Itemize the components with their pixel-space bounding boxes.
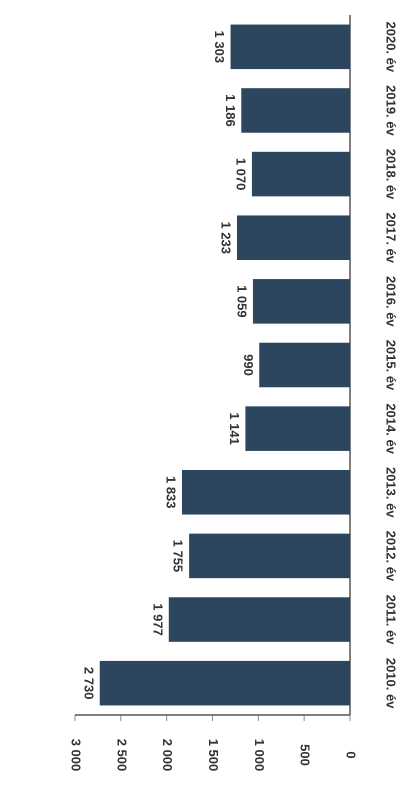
value-label: 990 <box>241 354 256 376</box>
bar <box>251 151 350 197</box>
y-tick-label: 2015. év <box>384 340 399 391</box>
value-label: 1 303 <box>212 31 227 64</box>
bar <box>252 279 350 324</box>
bar <box>189 533 350 579</box>
bar <box>168 597 350 642</box>
bar <box>236 215 350 260</box>
x-tick-label: 3 000 <box>69 739 84 772</box>
value-label: 1 059 <box>234 285 249 318</box>
y-tick-label: 2017. év <box>384 212 399 263</box>
value-label: 1 141 <box>227 412 242 445</box>
x-tick-label: 0 <box>344 751 359 758</box>
value-label: 1 755 <box>171 540 186 573</box>
y-tick-label: 2020. év <box>384 22 399 73</box>
bar <box>245 406 350 451</box>
x-tick-label: 2 500 <box>114 739 129 772</box>
x-tick-label: 1 500 <box>206 739 221 772</box>
y-tick-label: 2018. év <box>384 149 399 200</box>
y-tick-label: 2016. év <box>384 276 399 327</box>
x-tick-label: 1 000 <box>252 739 267 772</box>
y-tick-label: 2019. év <box>384 85 399 136</box>
value-label: 2 730 <box>81 667 96 700</box>
bar <box>259 342 350 388</box>
bar <box>181 470 350 515</box>
value-label: 1 977 <box>150 603 165 636</box>
x-tick-label: 500 <box>298 744 313 766</box>
value-label: 1 833 <box>164 476 179 509</box>
bar <box>241 88 350 133</box>
y-tick-label: 2013. év <box>384 467 399 518</box>
x-tick-label: 2 000 <box>160 739 175 772</box>
bar <box>99 660 350 706</box>
y-tick-label: 2012. év <box>384 531 399 582</box>
y-tick-label: 2010. év <box>384 658 399 709</box>
y-tick-label: 2014. év <box>384 403 399 454</box>
value-label: 1 233 <box>219 221 234 254</box>
value-label: 1 186 <box>223 94 238 127</box>
value-label: 1 070 <box>233 158 248 191</box>
y-tick-label: 2011. év <box>384 595 399 646</box>
bar <box>230 24 350 70</box>
